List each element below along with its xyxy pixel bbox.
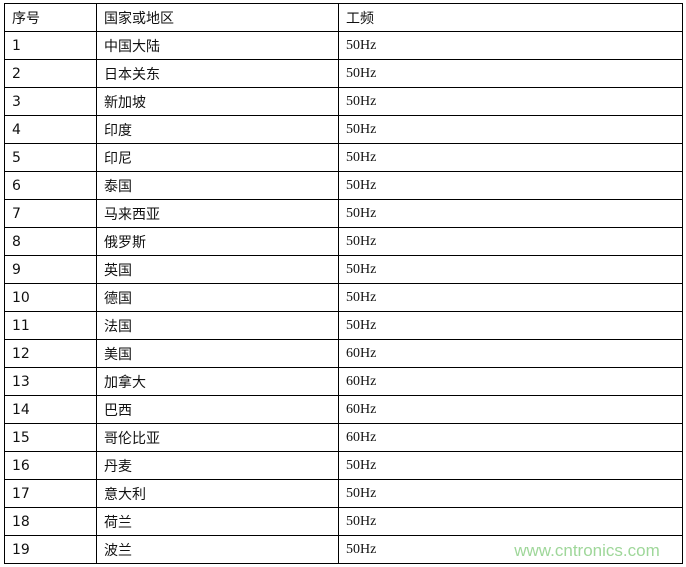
country-cell: 印度 <box>96 115 339 144</box>
country-cell: 巴西 <box>96 395 339 424</box>
index-cell: 9 <box>4 255 97 284</box>
table-row: 18 荷兰 50Hz <box>4 507 683 536</box>
country-cell: 德国 <box>96 283 339 312</box>
frequency-cell: 50Hz <box>338 451 683 480</box>
country-cell: 英国 <box>96 255 339 284</box>
watermark: www.cntronics.com <box>497 539 677 562</box>
frequency-cell: 60Hz <box>338 339 683 368</box>
table-row: 8 俄罗斯 50Hz <box>4 227 683 256</box>
frequency-cell: 50Hz <box>338 311 683 340</box>
country-cell: 加拿大 <box>96 367 339 396</box>
table-row: 17 意大利 50Hz <box>4 479 683 508</box>
frequency-cell: 50Hz <box>338 115 683 144</box>
table-row: 13 加拿大 60Hz <box>4 367 683 396</box>
index-cell: 10 <box>4 283 97 312</box>
index-cell: 8 <box>4 227 97 256</box>
country-cell: 法国 <box>96 311 339 340</box>
country-cell: 新加坡 <box>96 87 339 116</box>
frequency-cell: 50Hz <box>338 255 683 284</box>
frequency-cell: 50Hz <box>338 283 683 312</box>
frequency-cell: 50Hz <box>338 479 683 508</box>
country-cell: 丹麦 <box>96 451 339 480</box>
header-country: 国家或地区 <box>96 3 339 32</box>
country-cell: 泰国 <box>96 171 339 200</box>
country-cell: 美国 <box>96 339 339 368</box>
table-row: 4 印度 50Hz <box>4 115 683 144</box>
frequency-cell: 60Hz <box>338 367 683 396</box>
index-cell: 15 <box>4 423 97 452</box>
index-cell: 19 <box>4 535 97 564</box>
frequency-cell: 50Hz <box>338 227 683 256</box>
frequency-cell: 50Hz <box>338 143 683 172</box>
index-cell: 6 <box>4 171 97 200</box>
index-cell: 12 <box>4 339 97 368</box>
country-cell: 意大利 <box>96 479 339 508</box>
table-row: 11 法国 50Hz <box>4 311 683 340</box>
country-cell: 哥伦比亚 <box>96 423 339 452</box>
country-cell: 马来西亚 <box>96 199 339 228</box>
frequency-cell: 50Hz <box>338 507 683 536</box>
index-cell: 17 <box>4 479 97 508</box>
country-cell: 日本关东 <box>96 59 339 88</box>
country-cell: 荷兰 <box>96 507 339 536</box>
index-cell: 4 <box>4 115 97 144</box>
table-row: 14 巴西 60Hz <box>4 395 683 424</box>
frequency-cell: 50Hz <box>338 199 683 228</box>
index-cell: 14 <box>4 395 97 424</box>
table-row: 1 中国大陆 50Hz <box>4 31 683 60</box>
frequency-cell: 50Hz <box>338 59 683 88</box>
index-cell: 16 <box>4 451 97 480</box>
table-row: 10 德国 50Hz <box>4 283 683 312</box>
index-cell: 3 <box>4 87 97 116</box>
country-cell: 中国大陆 <box>96 31 339 60</box>
country-cell: 波兰 <box>96 535 339 564</box>
frequency-cell: 60Hz <box>338 395 683 424</box>
index-cell: 11 <box>4 311 97 340</box>
table-row: 7 马来西亚 50Hz <box>4 199 683 228</box>
frequency-table: 序号 国家或地区 工频 1 中国大陆 50Hz 2 日本关东 50Hz 3 新加坡 50Hz 4 印… <box>4 3 683 564</box>
country-cell: 俄罗斯 <box>96 227 339 256</box>
frequency-cell: 60Hz <box>338 423 683 452</box>
table-row: 15 哥伦比亚 60Hz <box>4 423 683 452</box>
table-row: 12 美国 60Hz <box>4 339 683 368</box>
table-header-row: 序号 国家或地区 工频 <box>4 3 683 32</box>
country-cell: 印尼 <box>96 143 339 172</box>
table-row: 16 丹麦 50Hz <box>4 451 683 480</box>
table-row: 6 泰国 50Hz <box>4 171 683 200</box>
table-row: 5 印尼 50Hz <box>4 143 683 172</box>
table-row: 9 英国 50Hz <box>4 255 683 284</box>
table-row: 2 日本关东 50Hz <box>4 59 683 88</box>
index-cell: 18 <box>4 507 97 536</box>
index-cell: 13 <box>4 367 97 396</box>
frequency-cell: 50Hz <box>338 87 683 116</box>
index-cell: 1 <box>4 31 97 60</box>
index-cell: 5 <box>4 143 97 172</box>
header-frequency: 工频 <box>338 3 683 32</box>
table-row: 3 新加坡 50Hz <box>4 87 683 116</box>
frequency-cell: 50Hz <box>338 171 683 200</box>
header-index: 序号 <box>4 3 97 32</box>
index-cell: 2 <box>4 59 97 88</box>
frequency-cell: 50Hz <box>338 31 683 60</box>
index-cell: 7 <box>4 199 97 228</box>
